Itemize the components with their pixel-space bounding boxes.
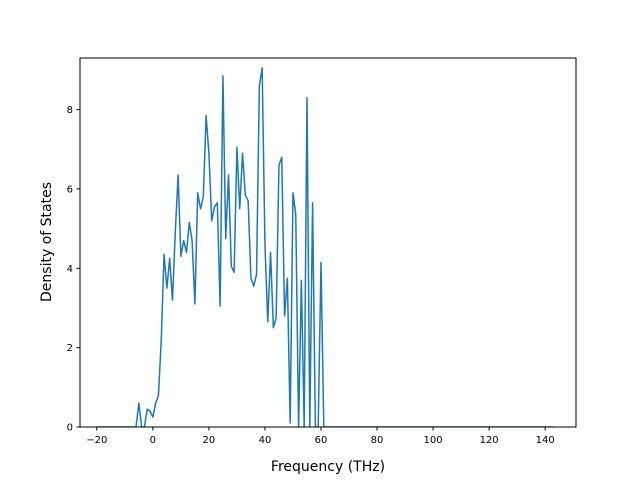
y-axis-ticks: 0 2 4 6 8 — [67, 105, 80, 434]
x-tick-label: 140 — [536, 435, 555, 446]
x-axis-ticks: −20 0 20 40 60 80 100 120 140 — [86, 427, 555, 446]
x-tick-label: 0 — [150, 435, 156, 446]
series-layer — [96, 67, 554, 427]
y-tick-label: 2 — [67, 343, 73, 354]
y-tick-label: 6 — [67, 184, 73, 195]
y-tick-label: 8 — [67, 105, 73, 116]
x-tick-label: 60 — [315, 435, 328, 446]
x-tick-label: 100 — [424, 435, 443, 446]
y-tick-label: 0 — [67, 423, 73, 434]
x-tick-label: 120 — [480, 435, 499, 446]
x-tick-label: −20 — [86, 435, 107, 446]
plot-frame — [79, 57, 577, 428]
x-tick-label: 80 — [371, 435, 384, 446]
x-tick-label: 20 — [203, 435, 216, 446]
x-axis-title: Frequency (THz) — [271, 459, 385, 475]
dos-series-line — [96, 67, 554, 427]
y-axis-title: Density of States — [39, 182, 55, 302]
y-tick-label: 4 — [67, 264, 73, 275]
x-tick-label: 40 — [259, 435, 272, 446]
plot-background — [80, 58, 576, 427]
